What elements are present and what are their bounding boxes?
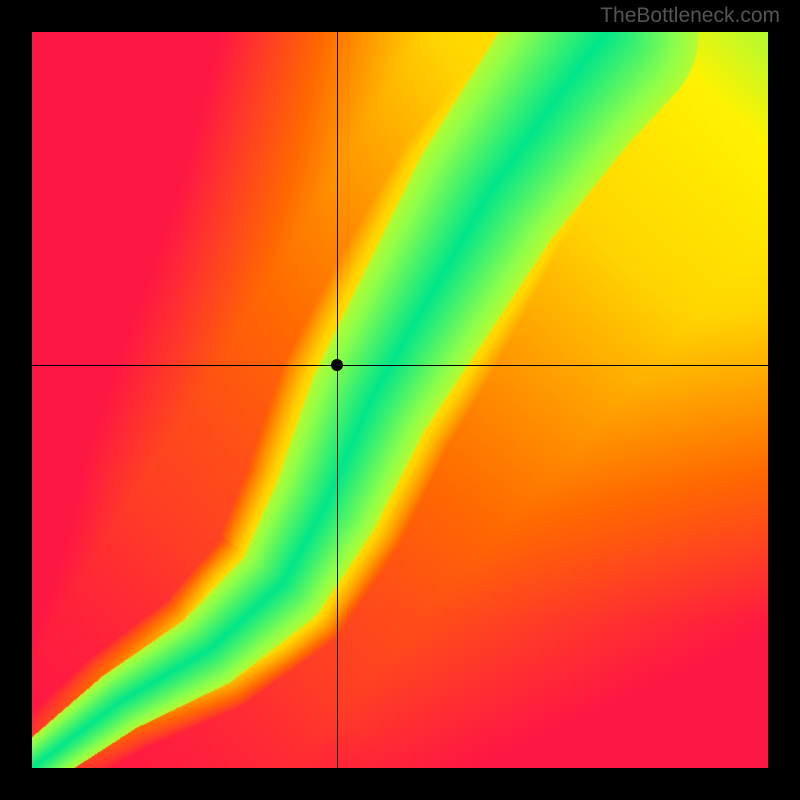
- crosshair-marker: [331, 359, 343, 371]
- crosshair-vertical: [337, 32, 338, 768]
- heatmap-canvas: [32, 32, 768, 768]
- watermark-text: TheBottleneck.com: [600, 4, 780, 28]
- crosshair-horizontal: [32, 365, 768, 366]
- heatmap-plot: [32, 32, 768, 768]
